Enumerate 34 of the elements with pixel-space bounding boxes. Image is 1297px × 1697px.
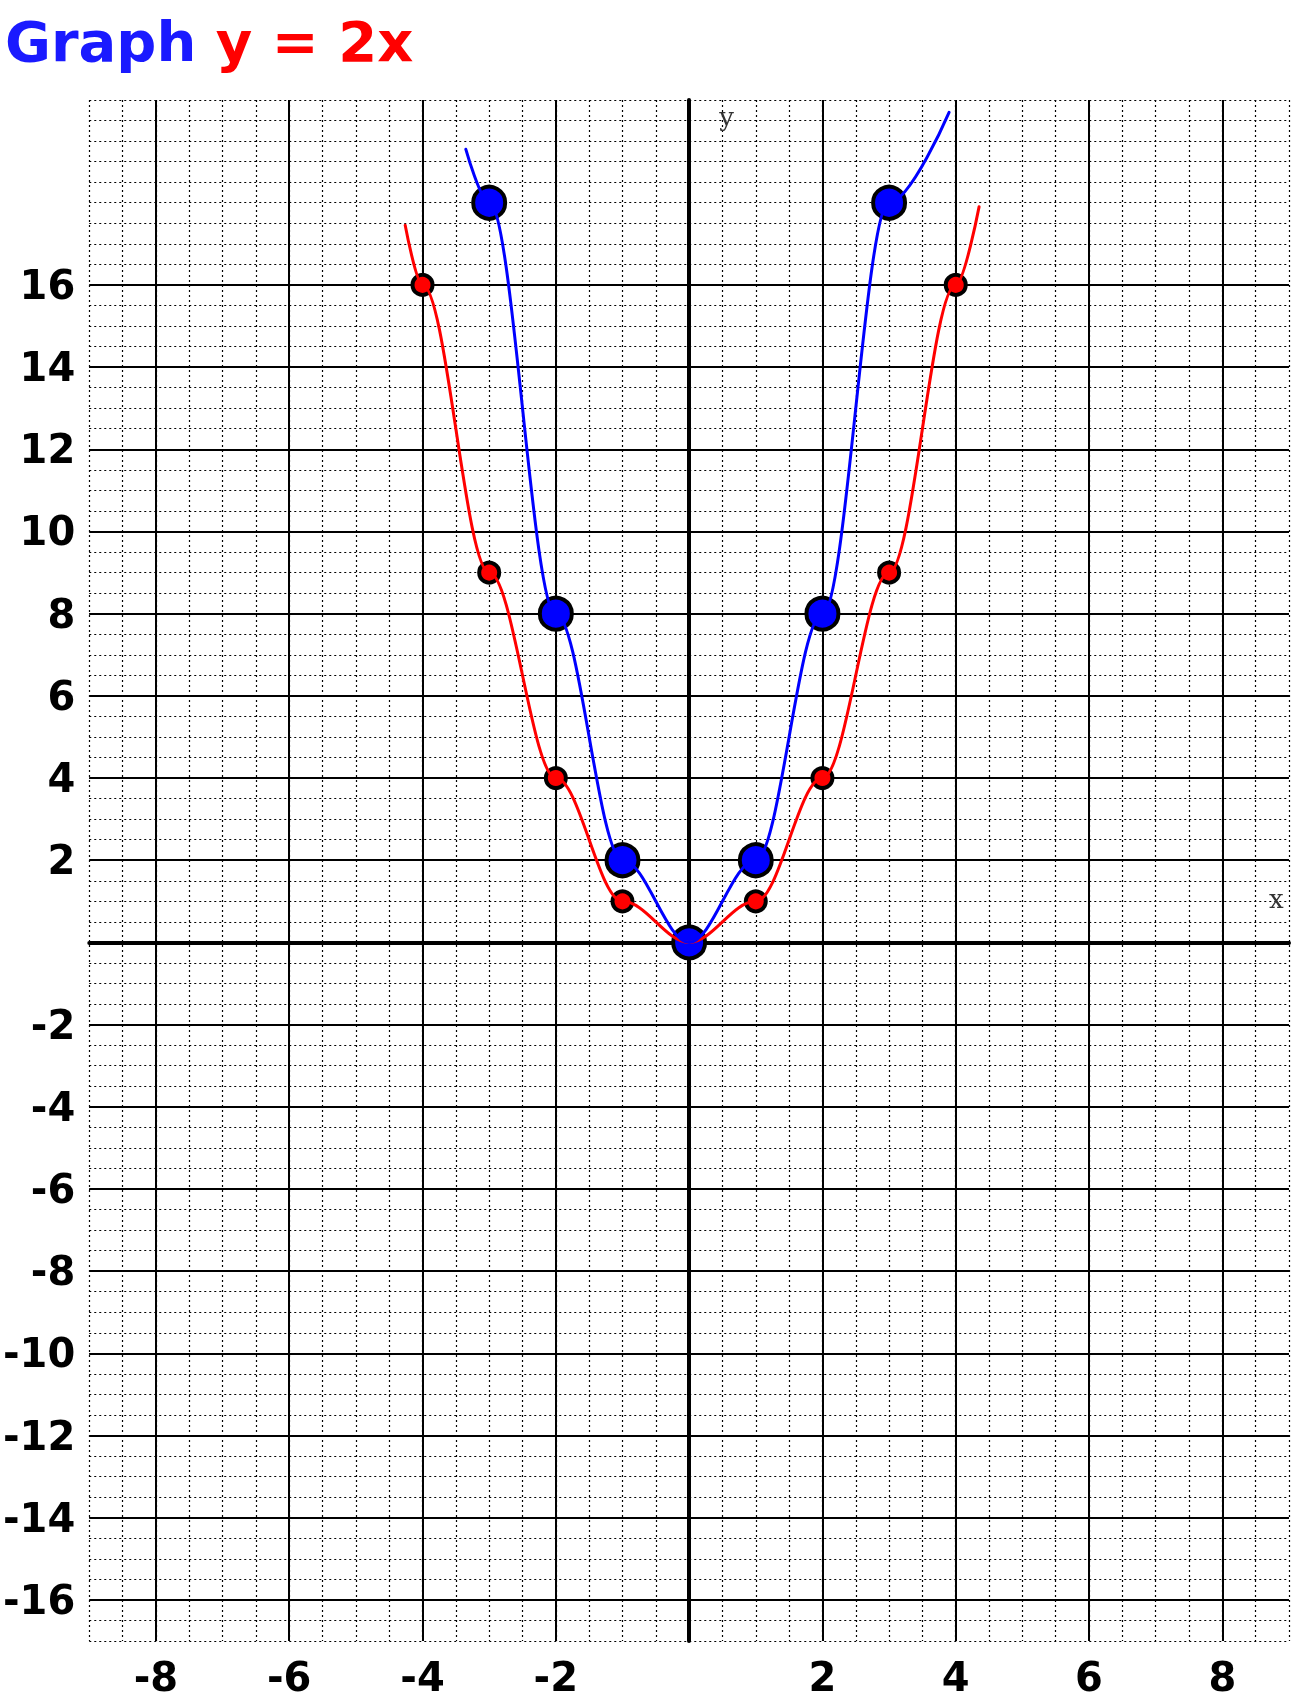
y-tick-label: 16 [19,261,76,308]
y-tick-label: -12 [3,1412,76,1459]
y-tick-label: 12 [19,426,76,473]
y-tick-label: 10 [19,508,76,555]
x-axis-title: x [1269,884,1284,915]
point [537,595,574,632]
point [604,842,641,879]
x-tick-label: 6 [1075,1654,1103,1697]
x-tick-label: -8 [133,1654,179,1697]
y-tick-label: -16 [3,1576,76,1623]
y-tick-label: -8 [30,1248,76,1295]
point [804,595,841,632]
line-series [403,205,981,944]
chart-title: Graph y = 2x [5,8,414,74]
y-tick-label: -4 [30,1083,76,1130]
x-tick-label: 8 [1208,1654,1237,1697]
point [471,184,508,221]
y-tick-label: 14 [19,344,76,391]
y-axis-title: y [718,102,735,132]
x-tick-label: 2 [808,1654,837,1697]
y-tick-label: 6 [47,672,76,719]
x-tick-label: -2 [533,1654,579,1697]
x-tick-label: -4 [400,1654,445,1697]
y-tick-label: 4 [47,755,76,802]
y-tick-label: 2 [47,837,76,884]
y-tick-label: 8 [47,590,76,637]
y-tick-label: -2 [30,1001,76,1048]
x-tick-label: 4 [941,1654,970,1697]
y-tick-label: -6 [30,1165,76,1212]
point [737,842,774,879]
point [871,184,908,221]
y-tick-label: -14 [3,1494,76,1541]
y-tick-label: -10 [3,1330,76,1377]
x-tick-label: -6 [267,1654,312,1697]
